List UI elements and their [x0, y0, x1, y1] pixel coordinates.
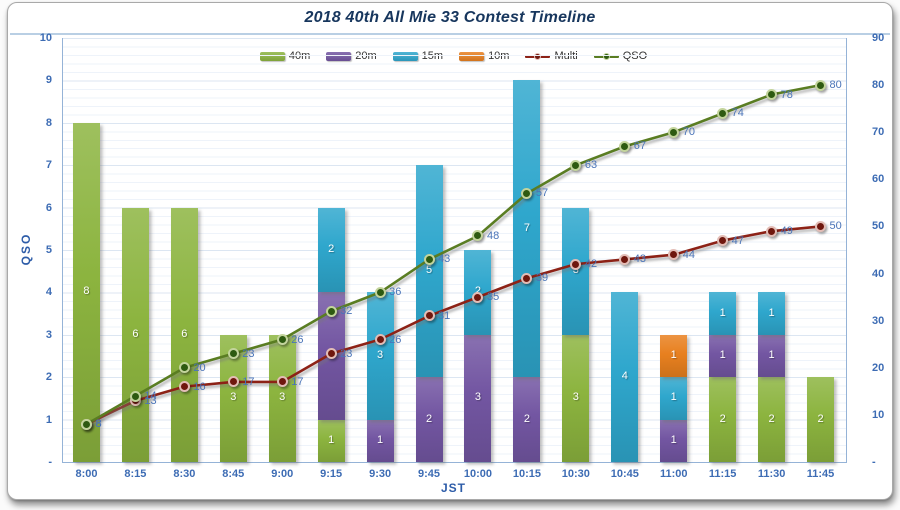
chart-title: 2018 40th All Mie 33 Contest Timeline — [304, 9, 596, 26]
y-axis-title: QSO — [19, 232, 33, 266]
title-divider — [10, 33, 890, 35]
plot-area — [62, 38, 847, 463]
x-axis-title: JST — [440, 481, 466, 495]
